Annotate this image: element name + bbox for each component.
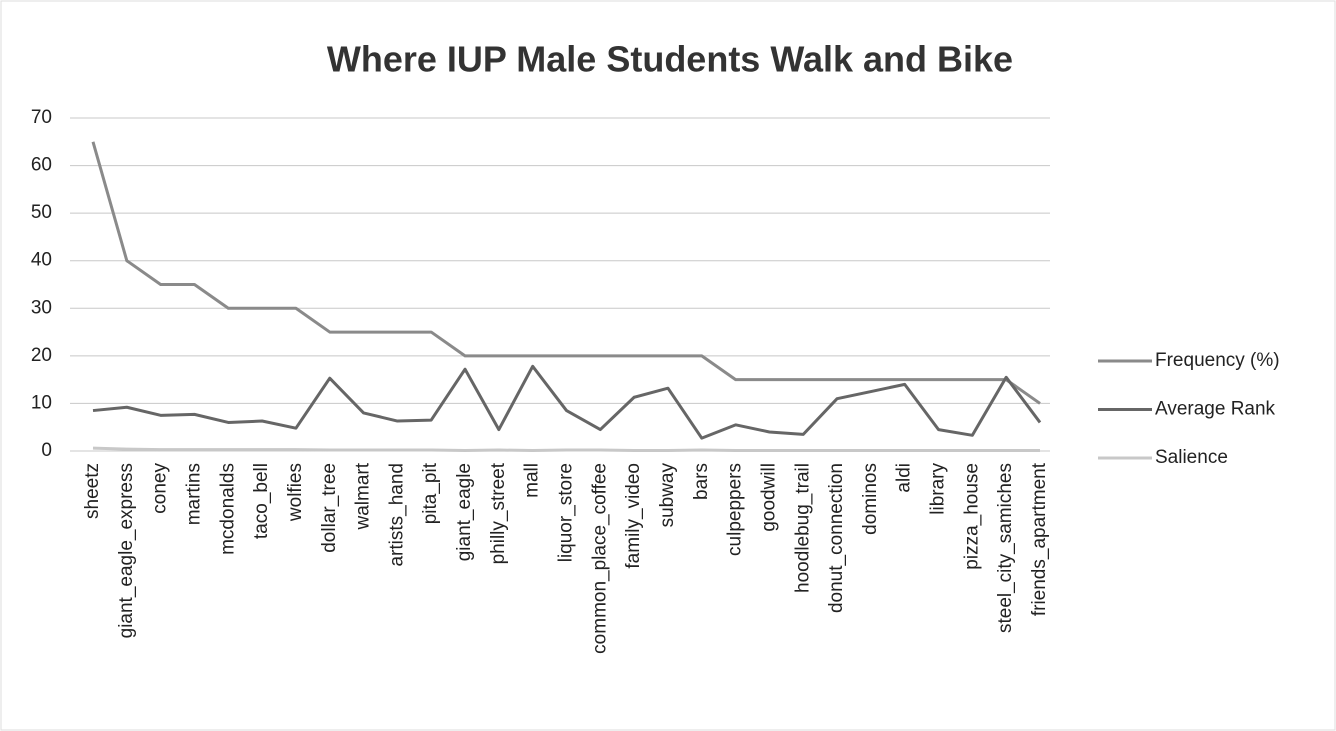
- legend-label: Salience: [1155, 447, 1228, 468]
- x-tick-label: steel_city_samiches: [995, 463, 1016, 633]
- x-tick-label: artists_hand: [386, 463, 407, 567]
- x-tick-label: giant_eagle: [454, 463, 475, 561]
- y-tick-label: 10: [31, 392, 52, 413]
- y-tick-label: 30: [31, 297, 52, 318]
- series-line: [92, 446, 1040, 453]
- x-tick-label: bars: [691, 463, 712, 500]
- series-line: [92, 364, 1042, 440]
- x-tick-label: donut_connection: [826, 463, 847, 613]
- x-tick-label: liquor_store: [556, 463, 577, 562]
- x-tick-label: pizza_house: [961, 463, 982, 570]
- chart-title: Where IUP Male Students Walk and Bike: [327, 39, 1013, 80]
- x-tick-label: pita_pit: [420, 462, 441, 524]
- x-tick-label: taco_bell: [251, 463, 272, 539]
- x-tick-label: mcdonalds: [217, 463, 238, 555]
- x-tick-label: wolfies: [285, 463, 306, 522]
- legend-label: Average Rank: [1155, 399, 1276, 420]
- x-tick-label: dominos: [860, 463, 881, 535]
- y-tick-label: 50: [31, 202, 52, 223]
- x-tick-label: coney: [150, 463, 171, 514]
- x-tick-label: culpeppers: [725, 463, 746, 556]
- series-line: [91, 141, 1041, 405]
- x-tick-label: sheetz: [82, 463, 103, 519]
- x-tick-label: family_video: [623, 463, 644, 569]
- x-tick-label: giant_eagle_express: [116, 463, 137, 638]
- x-tick-label: hoodlebug_trail: [792, 463, 813, 593]
- y-tick-label: 40: [31, 250, 52, 271]
- y-tick-label: 0: [41, 440, 52, 461]
- x-tick-label: library: [928, 463, 949, 515]
- x-tick-label: friends_apartment: [1029, 462, 1050, 616]
- x-tick-label: goodwill: [758, 463, 779, 532]
- y-tick-label: 60: [31, 155, 52, 176]
- x-tick-label: common_place_coffee: [589, 463, 610, 654]
- x-tick-label: philly_street: [488, 462, 509, 564]
- x-tick-label: subway: [657, 463, 678, 528]
- y-tick-label: 70: [31, 107, 52, 128]
- x-tick-label: dollar_tree: [319, 463, 340, 553]
- y-tick-label: 20: [31, 345, 52, 366]
- x-tick-label: mall: [522, 463, 543, 498]
- x-tick-label: aldi: [894, 463, 915, 493]
- legend-label: Frequency (%): [1155, 350, 1280, 371]
- x-tick-label: martins: [183, 463, 204, 525]
- x-tick-label: walmart: [353, 462, 374, 530]
